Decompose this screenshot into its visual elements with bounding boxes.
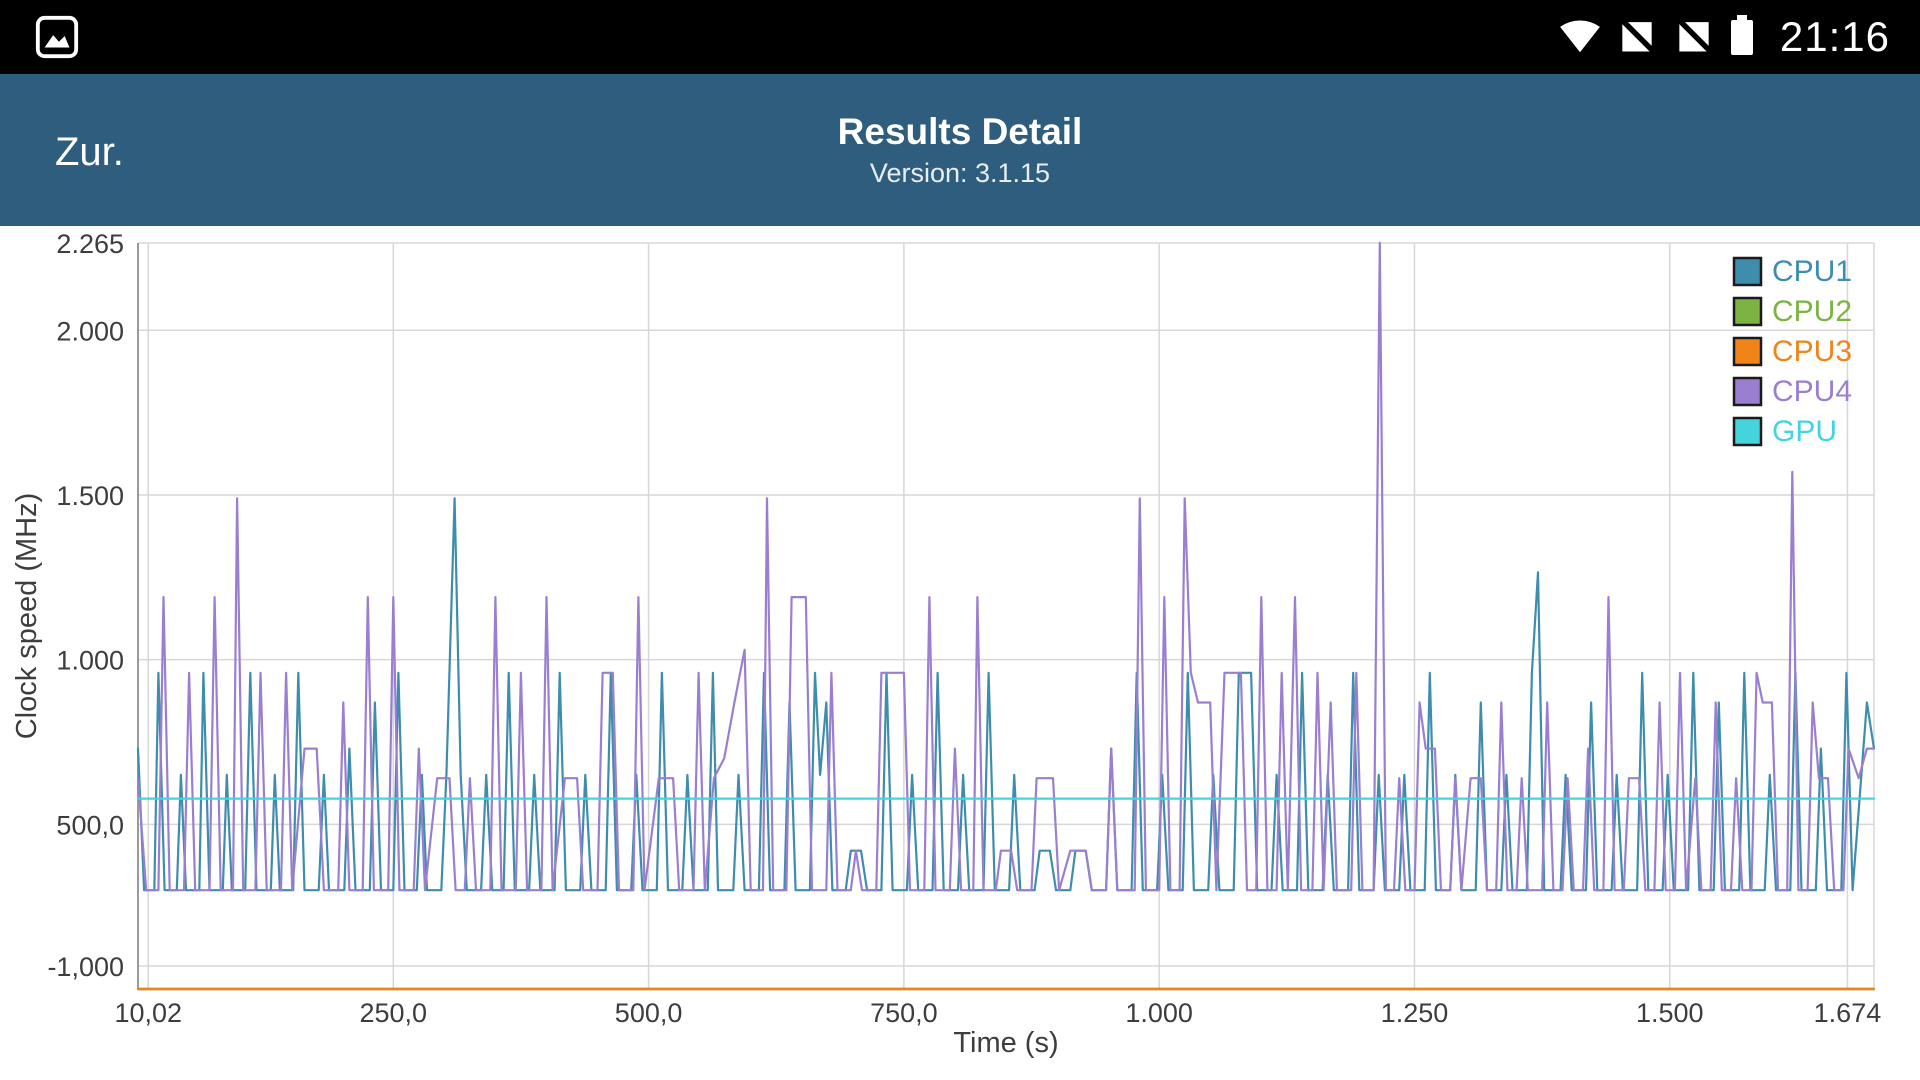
- page-title: Results Detail: [837, 111, 1083, 152]
- x-tick-label-5: 1.250: [1381, 998, 1449, 1028]
- legend-swatch-cpu1: [1732, 256, 1763, 287]
- battery-icon: [1729, 13, 1755, 62]
- x-tick-label-7: 1.674: [1814, 998, 1882, 1028]
- x-tick-label-2: 500,0: [615, 998, 683, 1028]
- back-button[interactable]: Zur.: [55, 130, 124, 175]
- status-icons: 21:16: [1558, 13, 1890, 62]
- x-tick-label-0: 10,02: [114, 998, 182, 1028]
- x-axis-title: Time (s): [953, 1027, 1058, 1059]
- y-axis-title: Clock speed (MHz): [11, 493, 43, 740]
- header-center: Results Detail Version: 3.1.15: [0, 74, 1920, 226]
- y-tick-label-0: 2.265: [56, 229, 124, 259]
- version-subtitle: Version: 3.1.15: [869, 158, 1051, 188]
- no-signal-icon: [1615, 13, 1660, 62]
- header: Zur. Results Detail Version: 3.1.15: [0, 74, 1920, 226]
- status-bar: 21:16: [0, 0, 1920, 74]
- x-tick-label-6: 1.500: [1636, 998, 1704, 1028]
- legend-item-cpu2: CPU2: [1772, 295, 1852, 328]
- y-tick-label-4: 500,0: [56, 810, 124, 840]
- photo-icon: [34, 14, 80, 60]
- legend-swatch-gpu: [1732, 416, 1763, 447]
- y-tick-label-3: 1.000: [56, 646, 124, 676]
- legend-swatch-cpu4: [1732, 376, 1763, 407]
- y-tick-label-1: 2.000: [56, 316, 124, 346]
- legend-swatch-cpu2: [1732, 296, 1763, 327]
- legend-item-gpu: GPU: [1772, 415, 1837, 448]
- x-tick-label-1: 250,0: [360, 998, 428, 1028]
- no-sim-icon: [1672, 13, 1717, 62]
- y-tick-label-5: -1,000: [47, 952, 124, 982]
- wifi-icon: [1558, 16, 1602, 59]
- legend-item-cpu1: CPU1: [1772, 255, 1852, 288]
- clock-speed-chart: 2.265 2.000 1.500 1.000 500,0 -1,000 10,02 250,…: [11, 229, 1882, 1059]
- series-cpu4: [136, 241, 1876, 892]
- x-tick-label-4: 1.000: [1125, 998, 1193, 1028]
- clock-text: 21:16: [1779, 13, 1890, 60]
- x-tick-label-3: 750,0: [870, 998, 938, 1028]
- legend-item-cpu3: CPU3: [1772, 335, 1852, 368]
- legend-item-cpu4: CPU4: [1772, 375, 1852, 408]
- y-tick-label-2: 1.500: [56, 481, 124, 511]
- chart-area: 2.265 2.000 1.500 1.000 500,0 -1,000 10,02 250,…: [0, 226, 1920, 1080]
- legend-swatch-cpu3: [1732, 336, 1763, 367]
